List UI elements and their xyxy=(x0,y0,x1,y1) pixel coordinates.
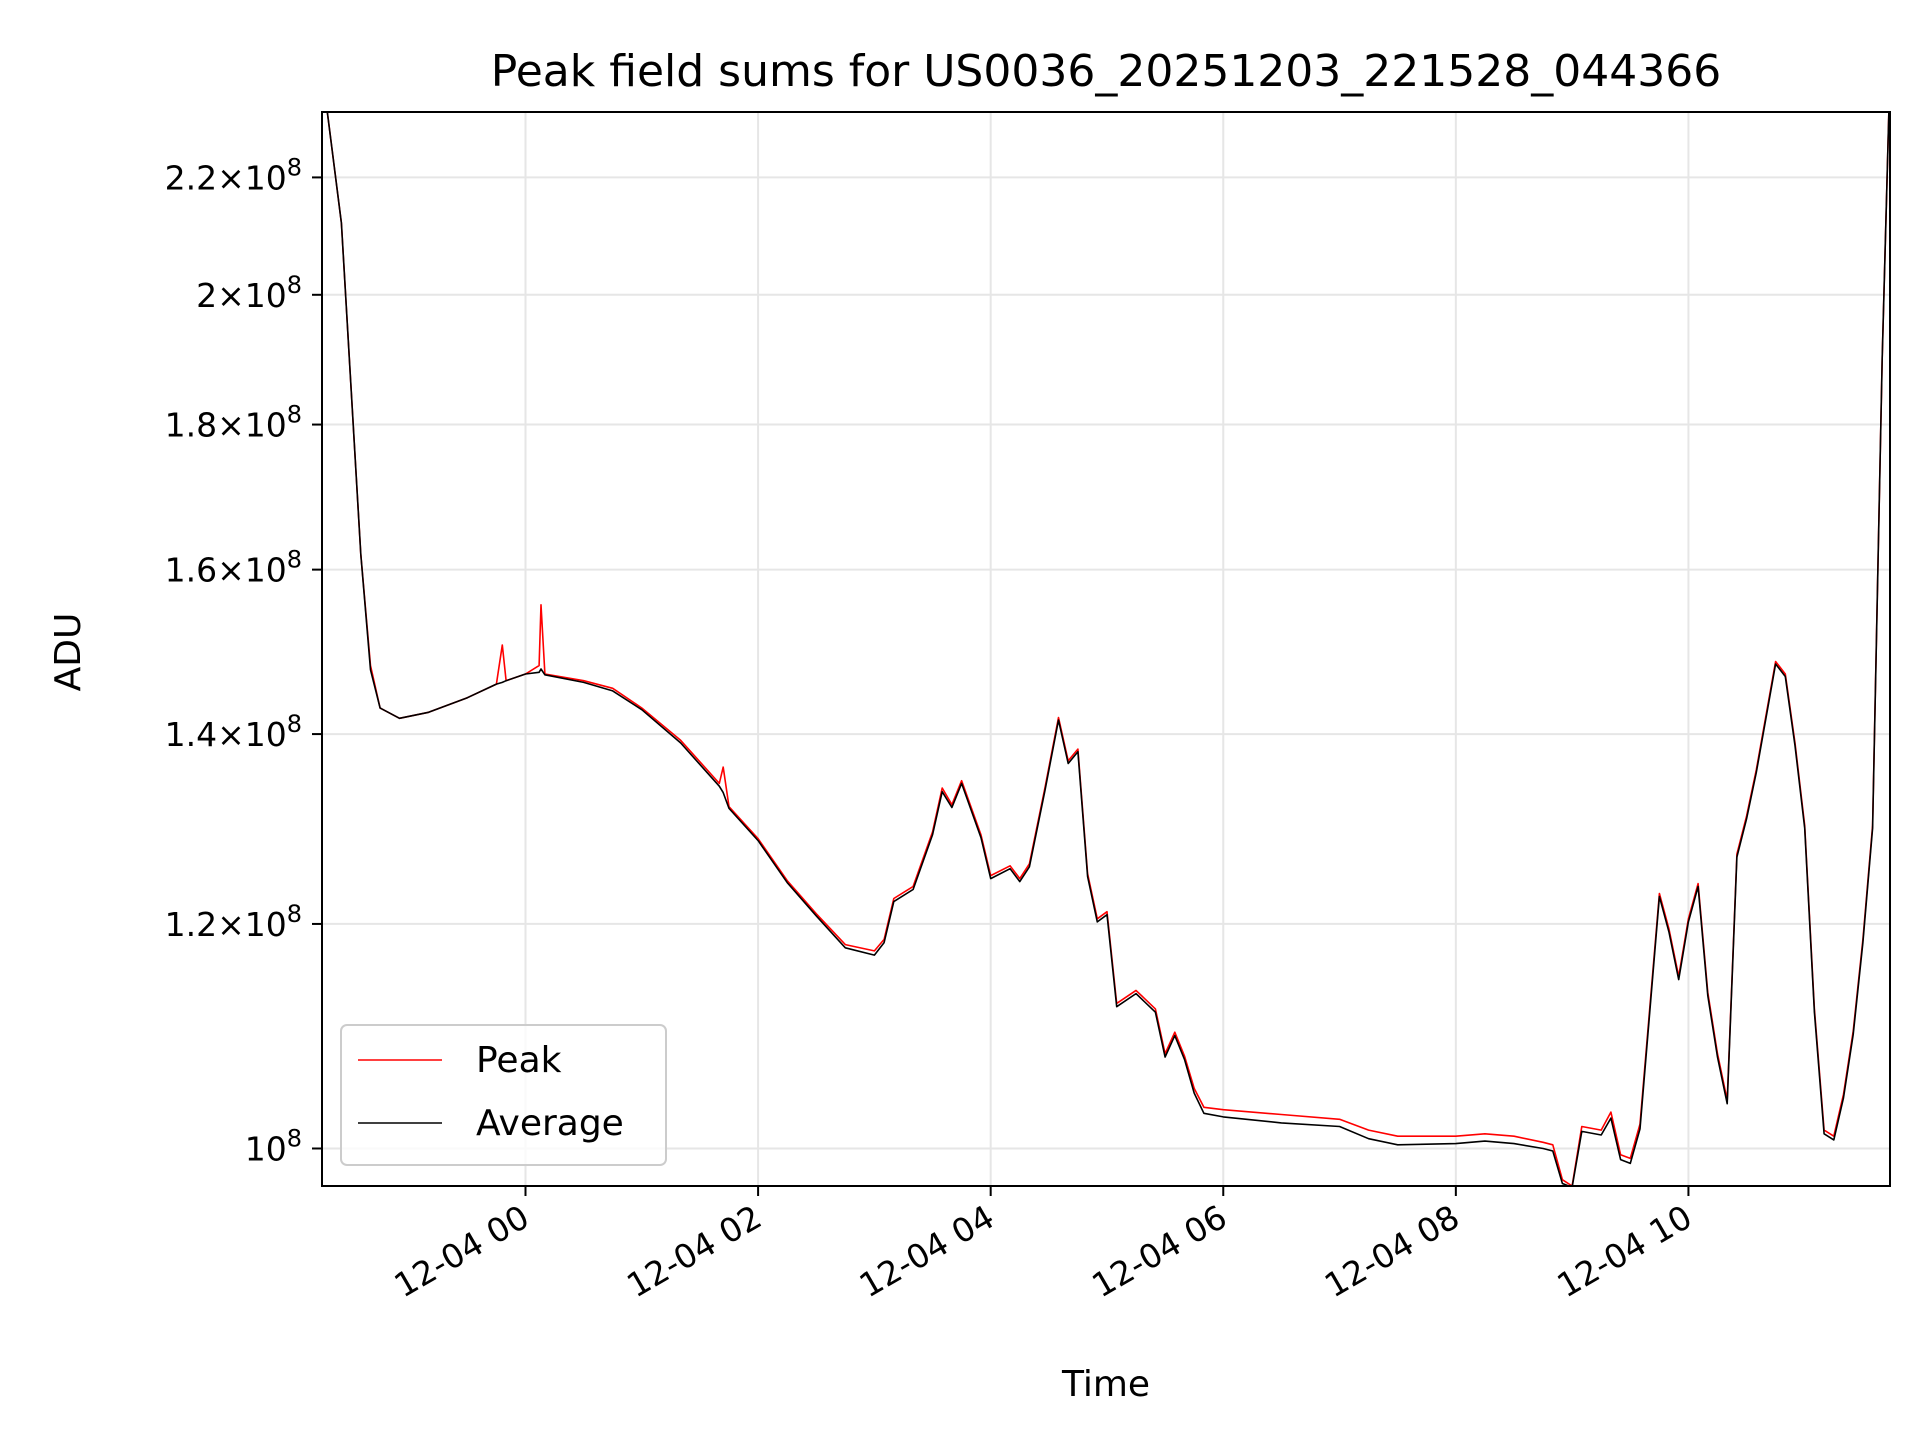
grid xyxy=(322,112,1890,1186)
y-tick-label: 1.4×108 xyxy=(165,710,302,754)
chart-title: Peak field sums for US0036_20251203_2215… xyxy=(491,46,1721,97)
plot-frame xyxy=(321,111,1891,1187)
y-axis-label: ADU xyxy=(48,613,89,692)
x-axis-label: Time xyxy=(1061,1364,1150,1405)
y-tick-label: 2×108 xyxy=(196,271,302,315)
series-line-average xyxy=(326,112,1890,1186)
series-layer xyxy=(326,112,1890,1186)
y-tick-label: 1.2×108 xyxy=(165,900,302,944)
y-axis: 108 1.2×108 1.4×108 1.6×108 1.8×108 2×108 2.2×… xyxy=(165,153,322,1168)
legend-label-average: Average xyxy=(476,1103,624,1144)
y-tick-label: 2.2×108 xyxy=(165,153,302,197)
legend-label-peak: Peak xyxy=(476,1040,562,1081)
y-tick-label: 108 xyxy=(245,1124,302,1168)
y-tick-label: 1.6×108 xyxy=(165,546,302,590)
legend: Peak Average xyxy=(340,1024,667,1166)
y-tick-label: 1.8×108 xyxy=(165,401,302,445)
